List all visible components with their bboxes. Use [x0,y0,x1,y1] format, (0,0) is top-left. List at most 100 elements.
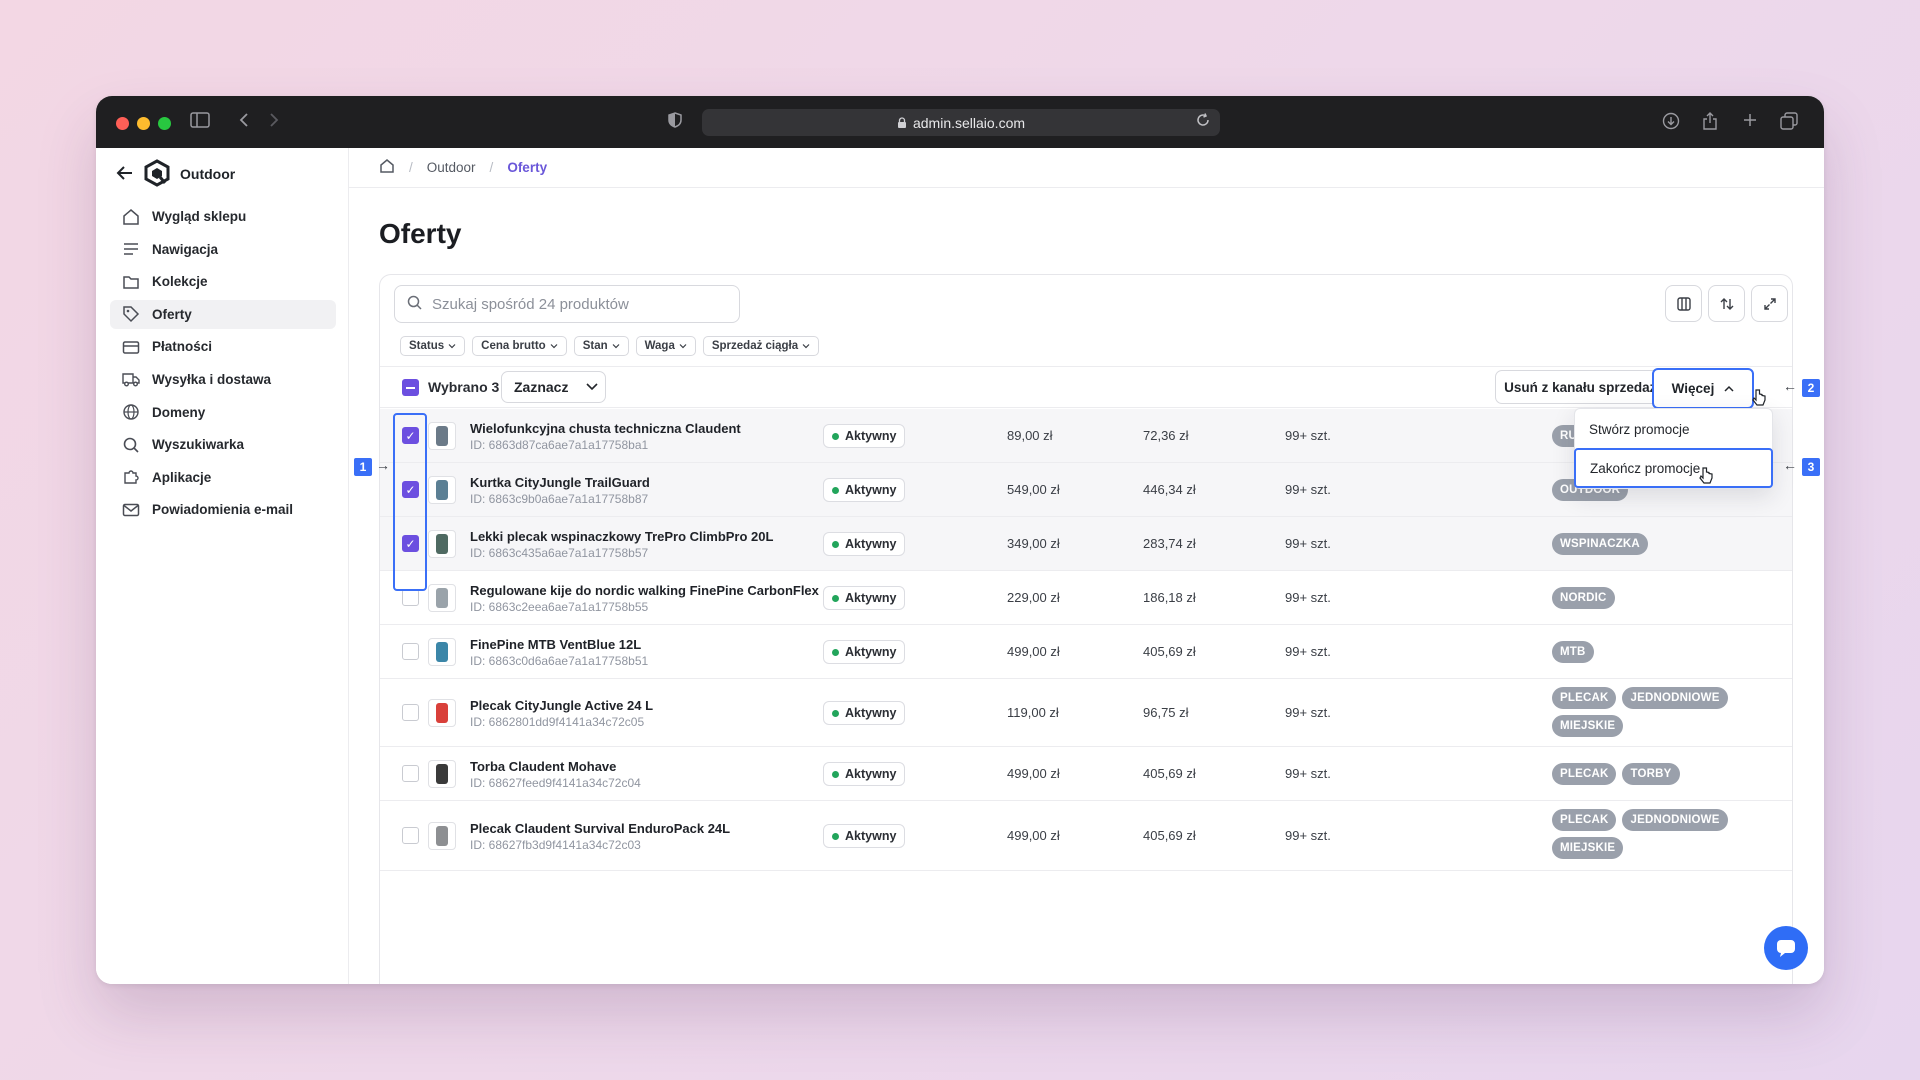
back-arrow-icon[interactable] [116,165,134,184]
net-price: 72,36 zł [1143,428,1189,443]
tabs-overview-icon[interactable] [1780,112,1798,136]
product-name[interactable]: Plecak Claudent Survival EnduroPack 24L [470,821,731,836]
more-button[interactable]: Więcej [1652,368,1754,409]
table-row[interactable]: Regulowane kije do nordic walking FinePi… [380,571,1792,625]
search-icon [122,436,140,454]
share-icon[interactable] [1702,112,1718,136]
row-checkbox[interactable]: ✓ [402,535,419,552]
selected-checkboxes-highlight [393,413,427,591]
privacy-shield-icon[interactable] [668,112,682,134]
table-row[interactable]: ✓ Wielofunkcyjna chusta techniczna Claude… [380,409,1792,463]
breadcrumb-separator: / [409,160,413,175]
row-checkbox[interactable] [402,765,419,782]
sidebar-item-label: Aplikacje [152,469,212,485]
sort-button[interactable] [1708,285,1745,322]
product-tag: PLECAK [1552,809,1617,831]
chat-button[interactable] [1764,926,1808,970]
row-checkbox[interactable]: ✓ [402,427,419,444]
status-dot-icon [832,432,839,440]
gross-price: 499,00 zł [1007,828,1060,843]
minimize-window-button[interactable] [137,117,150,130]
table-row[interactable]: Plecak Claudent Survival EnduroPack 24L I… [380,801,1792,871]
remove-from-channel-button[interactable]: Usuń z kanału sprzedaży [1495,370,1673,404]
table-row[interactable]: FinePine MTB VentBlue 12L ID: 6863c0d6a6a… [380,625,1792,679]
end-promotion-item[interactable]: Zakończ promocje [1574,448,1773,488]
sidebar-item-nawigacja[interactable]: Nawigacja [110,235,336,264]
product-tag: JEDNODNIOWE [1622,809,1728,831]
product-id: ID: 68627feed9f4141a34c72c04 [470,776,641,790]
sidebar-item-wysylka-i-dostawa[interactable]: Wysyłka i dostawa [110,365,336,394]
row-checkbox[interactable] [402,643,419,660]
globe-icon [122,403,140,421]
filter-label: Sprzedaż ciągła [711,340,799,352]
search-input[interactable]: Szukaj spośród 24 produktów [394,285,740,323]
table-row[interactable]: Plecak CityJungle Active 24 L ID: 6862801… [380,679,1792,747]
product-thumbnail [428,584,456,612]
sidebar-item-powiadomienia-e-mail[interactable]: Powiadomienia e-mail [110,495,336,524]
product-name[interactable]: Kurtka CityJungle TrailGuard [470,475,650,490]
product-name[interactable]: Wielofunkcyjna chusta techniczna Clauden… [470,421,741,436]
back-nav-icon[interactable] [238,112,250,134]
filter-chip[interactable]: Waga [635,336,696,356]
chat-icon [1777,940,1795,957]
filter-chip[interactable]: Stan [573,336,629,356]
browser-window: admin.sellaio.com Outdoor [96,96,1824,984]
stock-count: 99+ szt. [1285,644,1331,659]
product-name[interactable]: Torba Claudent Mohave [470,759,617,774]
sidebar: Outdoor Wygląd sklepu Nawigacja Kolekcje Of… [96,148,349,984]
columns-button[interactable] [1665,285,1702,322]
forward-nav-icon[interactable] [268,112,280,134]
chevron-down-icon [612,344,620,349]
close-window-button[interactable] [116,117,129,130]
table-row[interactable]: ✓ Kurtka CityJungle TrailGuard ID: 6863c9b… [380,463,1792,517]
filter-label: Stan [582,340,608,352]
product-id: ID: 6863c2eea6ae7a1a17758b55 [470,600,649,614]
breadcrumb-current[interactable]: Oferty [507,160,548,175]
sidebar-item-oferty[interactable]: Oferty [110,299,336,329]
sidebar-item-platnosci[interactable]: Płatności [110,332,336,361]
reload-icon[interactable] [1196,113,1210,133]
product-name[interactable]: Lekki plecak wspinaczkowy TrePro ClimbPr… [470,529,774,544]
row-checkbox[interactable] [402,827,419,844]
product-tag: MIEJSKIE [1552,715,1624,737]
new-tab-icon[interactable] [1742,112,1758,134]
sidebar-item-aplikacje[interactable]: Aplikacje [110,463,336,492]
row-checkbox[interactable] [402,704,419,721]
filter-chip[interactable]: Cena brutto [472,336,567,356]
product-name[interactable]: FinePine MTB VentBlue 12L [470,637,642,652]
download-icon[interactable] [1662,112,1680,136]
sidebar-item-wyglad-sklepu[interactable]: Wygląd sklepu [110,202,336,231]
create-promotion-item[interactable]: Stwórz promocje [1589,421,1690,437]
breadcrumb-shop[interactable]: Outdoor [426,160,476,175]
product-id: ID: 6863d87ca6ae7a1a17758ba1 [470,438,649,452]
stock-count: 99+ szt. [1285,590,1331,605]
product-thumbnail [428,422,456,450]
sidebar-item-domeny[interactable]: Domeny [110,398,336,427]
status-dot-icon [832,832,839,840]
sidebar-item-wyszukiwarka[interactable]: Wyszukiwarka [110,430,336,459]
status-dot-icon [832,594,839,602]
table-row[interactable]: ✓ Lekki plecak wspinaczkowy TrePro ClimbP… [380,517,1792,571]
gross-price: 499,00 zł [1007,766,1060,781]
chevron-down-icon [448,344,456,349]
expand-icon [1763,297,1776,310]
filter-chip[interactable]: Sprzedaż ciągła [702,336,820,356]
select-dropdown-button[interactable]: Zaznacz [501,371,606,403]
row-checkbox[interactable]: ✓ [402,481,419,498]
table-row[interactable]: Torba Claudent Mohave ID: 68627feed9f4141… [380,747,1792,801]
select-all-checkbox[interactable] [402,379,419,396]
home-icon[interactable] [379,158,395,177]
sidebar-item-kolekcje[interactable]: Kolekcje [110,267,336,296]
filter-chip[interactable]: Status [400,336,466,356]
product-thumbnail [428,760,456,788]
product-name[interactable]: Regulowane kije do nordic walking FinePi… [470,583,819,598]
sidebar-toggle-icon[interactable] [190,112,210,134]
status-dot-icon [832,540,839,548]
product-tag: TORBY [1622,763,1680,785]
address-bar[interactable]: admin.sellaio.com [702,109,1220,136]
product-thumbnail [428,699,456,727]
zoom-window-button[interactable] [158,117,171,130]
product-name[interactable]: Plecak CityJungle Active 24 L [470,698,654,713]
expand-button[interactable] [1751,285,1788,322]
row-checkbox[interactable] [402,589,419,606]
